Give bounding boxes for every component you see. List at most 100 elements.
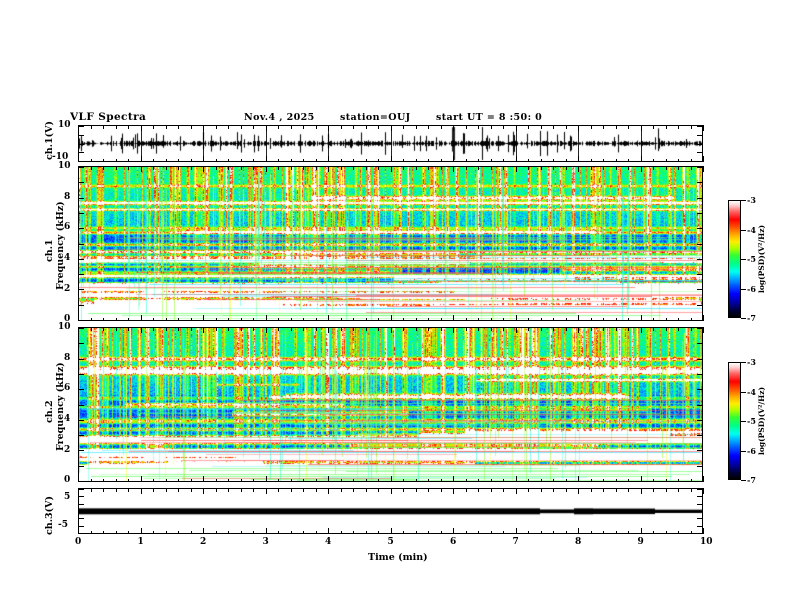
ch1-spectrogram-panel [78,166,703,321]
axis-gridline [328,126,329,161]
colorbar-tick-label: -4 [747,386,756,397]
colorbar-ch2 [728,362,741,480]
axis-tick [503,158,504,162]
axis-tick [697,258,703,260]
ch3-ytick-top: 5 [64,492,71,502]
axis-tick [253,125,254,129]
axis-tick [353,125,354,129]
axis-tick [578,327,579,333]
axis-tick [697,525,703,527]
axis-tick [215,166,217,170]
axis-tick [240,125,242,129]
axis-tick [103,478,104,482]
axis-tick [90,158,92,162]
axis-tick [190,125,192,129]
axis-tick [690,530,692,534]
axis-tick [253,317,254,321]
axis-tick [215,125,217,129]
axis-tick [240,530,242,534]
axis-tick [78,404,84,406]
axis-tick [390,166,392,172]
axis-tick [515,476,517,482]
observation-date: Nov.4 , 2025 [244,112,315,123]
colorbar-tick-label: -6 [747,445,756,456]
axis-tick [78,488,79,494]
axis-tick [540,327,542,331]
axis-tick [697,373,703,375]
axis-tick [465,125,467,129]
axis-tick [103,317,104,321]
axis-tick [115,478,117,482]
axis-tick [590,125,592,129]
axis-tick [415,478,417,482]
axis-tick [78,528,79,534]
axis-tick [503,478,504,482]
axis-tick [553,488,554,492]
colorbar-ch2-label: log(PSD)(V²/Hz) [757,386,766,455]
axis-tick [697,197,703,199]
axis-tick [703,327,704,333]
axis-tick [465,158,467,162]
x-tick-label: 2 [200,537,207,547]
axis-tick [640,166,642,172]
axis-tick [115,158,117,162]
axis-tick [528,158,529,162]
axis-tick [78,212,84,214]
axis-tick [690,166,692,170]
axis-tick [640,476,642,482]
axis-tick [265,315,267,321]
axis-tick [503,327,504,331]
axis-tick [615,317,617,321]
axis-tick [528,488,529,492]
axis-tick [353,317,354,321]
axis-tick [240,488,242,492]
axis-tick [697,533,703,534]
axis-tick [503,166,504,170]
axis-tick [440,530,442,534]
axis-tick [428,317,429,321]
figure-title: VLF Spectra [70,111,147,123]
axis-tick [353,530,354,534]
axis-tick [315,327,317,331]
axis-tick [697,182,703,184]
axis-tick [140,327,142,333]
axis-tick [90,166,92,170]
axis-tick [178,317,179,321]
axis-tick [190,530,192,534]
x-tick-label: 1 [137,537,144,547]
axis-tick [340,166,342,170]
axis-tick [565,166,567,170]
axis-tick [78,496,84,498]
colorbar-tick [741,480,746,481]
axis-tick [253,327,254,331]
axis-gridline [390,126,392,161]
axis-tick [103,125,104,129]
axis-tick [678,488,679,492]
axis-tick [565,488,567,492]
axis-tick [78,243,84,245]
axis-tick [403,158,404,162]
axis-tick [253,166,254,170]
ch1-spec-ytick-4: 4 [64,253,71,263]
colorbar-ch1 [728,200,741,318]
axis-gridline [140,126,142,161]
axis-tick [165,125,167,129]
axis-tick [78,258,84,260]
ch1-spec-ytick-2: 2 [64,284,71,294]
colorbar-tick [741,362,746,363]
axis-tick [290,478,292,482]
axis-tick [703,125,704,131]
axis-tick [78,419,84,421]
axis-tick [315,488,317,492]
axis-tick [528,317,529,321]
axis-tick [178,478,179,482]
axis-tick [378,488,379,492]
axis-tick [603,488,604,492]
axis-tick [78,373,84,375]
axis-tick [603,125,604,129]
axis-tick [615,166,617,170]
axis-tick [553,125,554,129]
axis-tick [590,166,592,170]
axis-tick [403,530,404,534]
